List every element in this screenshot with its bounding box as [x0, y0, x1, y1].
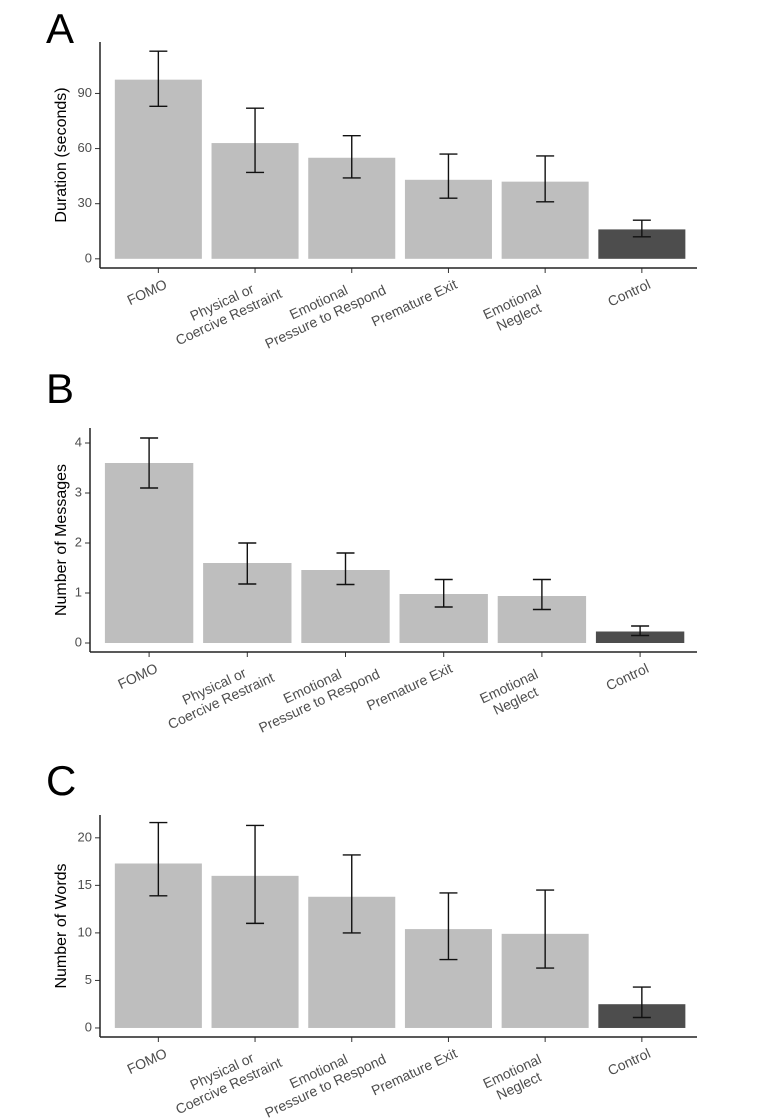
error-bar — [336, 552, 355, 586]
y-tick-label: 4 — [75, 434, 82, 449]
x-tick-label: Premature Exit — [364, 660, 455, 714]
error-bar — [246, 824, 265, 925]
y-tick-label: 0 — [85, 1019, 92, 1034]
error-bar — [140, 437, 159, 489]
error-bar — [536, 155, 555, 203]
y-axis-title: Number of Messages — [53, 464, 70, 616]
panel-letter: B — [46, 365, 74, 412]
bar — [114, 79, 202, 259]
x-tick-label: FOMO — [124, 276, 169, 308]
x-tick-label: FOMO — [115, 660, 160, 692]
error-bar — [246, 107, 265, 174]
y-axis-title: Number of Words — [53, 863, 70, 988]
x-tick-label: Control — [603, 660, 651, 694]
error-bar — [632, 219, 651, 238]
x-tick-label: EmotionalNeglect — [480, 1050, 550, 1105]
error-bar — [342, 135, 361, 179]
error-bar — [434, 578, 453, 608]
panel-letter: A — [46, 5, 74, 52]
x-tick-label: EmotionalPressure to Respond — [255, 1036, 388, 1119]
bar — [595, 631, 685, 643]
y-tick-label: 3 — [75, 484, 82, 499]
y-tick-label: 5 — [85, 972, 92, 987]
error-bar — [632, 986, 651, 1019]
y-tick-label: 10 — [78, 924, 92, 939]
y-tick-label: 15 — [78, 877, 92, 892]
x-tick-label: EmotionalNeglect — [480, 281, 550, 336]
error-bar — [439, 153, 458, 199]
x-tick-label: Control — [605, 276, 653, 310]
y-tick-label: 60 — [78, 140, 92, 155]
y-tick-label: 0 — [75, 634, 82, 649]
y-tick-label: 30 — [78, 195, 92, 210]
error-bar — [238, 542, 257, 585]
y-tick-label: 0 — [85, 250, 92, 265]
error-bar — [536, 889, 555, 969]
x-tick-label: FOMO — [124, 1045, 169, 1077]
y-tick-label: 2 — [75, 534, 82, 549]
error-bar — [439, 892, 458, 961]
y-axis-title: Duration (seconds) — [53, 87, 70, 222]
error-bar — [342, 854, 361, 934]
y-tick-label: 90 — [78, 85, 92, 100]
bar — [104, 463, 194, 643]
x-tick-label: EmotionalPressure to Respond — [255, 267, 388, 352]
error-bar — [631, 625, 650, 637]
error-bar — [532, 578, 551, 611]
x-tick-label: Control — [605, 1045, 653, 1079]
x-tick-label: EmotionalPressure to Respond — [249, 651, 382, 736]
x-tick-label: EmotionalNeglect — [477, 665, 547, 720]
y-tick-label: 20 — [78, 829, 92, 844]
error-bar — [149, 821, 168, 897]
panel-letter: C — [46, 757, 76, 804]
y-tick-label: 1 — [75, 584, 82, 599]
error-bar — [149, 50, 168, 108]
